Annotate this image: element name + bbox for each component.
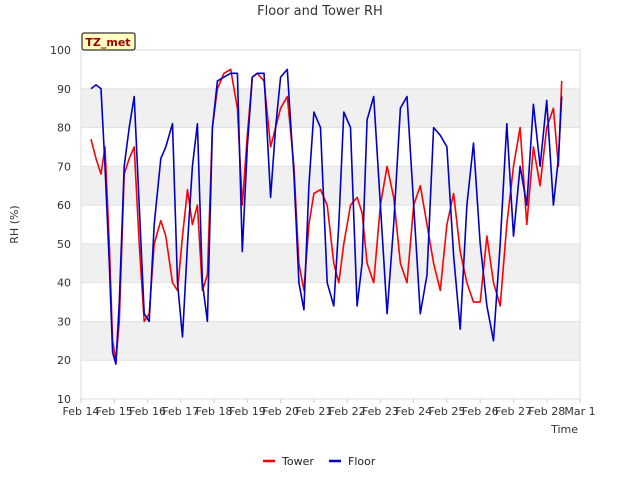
x-tick-label: Feb 28 bbox=[528, 405, 565, 418]
y-tick-label: 40 bbox=[57, 277, 71, 290]
plot-area bbox=[80, 49, 581, 400]
badge-background bbox=[81, 32, 136, 51]
x-tick-label: Feb 23 bbox=[362, 405, 399, 418]
y-tick-label: 50 bbox=[57, 238, 71, 251]
y-tick-label: 90 bbox=[57, 83, 71, 96]
x-tick-label: Feb 18 bbox=[196, 405, 233, 418]
x-tick-label: Feb 25 bbox=[428, 405, 465, 418]
y-tick-label: 80 bbox=[57, 122, 71, 135]
y-tick-label: 70 bbox=[57, 160, 71, 173]
badge-label: TZ_met bbox=[85, 36, 130, 49]
x-tick-label: Feb 17 bbox=[162, 405, 199, 418]
x-tick-label: Feb 19 bbox=[229, 405, 266, 418]
y-tick-label: 60 bbox=[57, 199, 71, 212]
x-tick-label: Feb 22 bbox=[329, 405, 366, 418]
x-axis-label: Time bbox=[550, 423, 578, 436]
x-tick-label: Feb 16 bbox=[129, 405, 166, 418]
y-axis: 10 20 30 40 50 60 70 80 90 100 bbox=[50, 44, 71, 406]
chart-title: Floor and Tower RH bbox=[257, 4, 383, 19]
x-tick-label: Feb 24 bbox=[395, 405, 432, 418]
grid-bands bbox=[81, 88, 580, 361]
y-tick-label: 30 bbox=[57, 315, 71, 328]
y-tick-label: 20 bbox=[57, 354, 71, 367]
x-tick-label: Feb 20 bbox=[262, 405, 299, 418]
series-line-floor bbox=[90, 68, 563, 365]
x-tick-label: Feb 14 bbox=[63, 405, 100, 418]
grid-band bbox=[81, 88, 580, 128]
grid-band bbox=[81, 321, 580, 361]
legend-label-tower: Tower bbox=[281, 455, 314, 468]
x-tick-label: Feb 21 bbox=[295, 405, 332, 418]
tz-met-badge: TZ_met bbox=[81, 32, 136, 51]
y-tick-label: 100 bbox=[50, 44, 71, 57]
series-layer bbox=[90, 68, 563, 365]
grid-band bbox=[81, 243, 580, 283]
y-tick-label: 10 bbox=[57, 393, 71, 406]
x-tick-label: Mar 1 bbox=[564, 405, 595, 418]
grid-band bbox=[81, 166, 580, 206]
legend: Tower Floor bbox=[263, 455, 376, 468]
x-tick-label: Feb 27 bbox=[495, 405, 532, 418]
x-tick-label: Feb 26 bbox=[462, 405, 499, 418]
y-axis-label: RH (%) bbox=[8, 205, 21, 243]
x-tick-label: Feb 15 bbox=[96, 405, 133, 418]
legend-label-floor: Floor bbox=[348, 455, 376, 468]
